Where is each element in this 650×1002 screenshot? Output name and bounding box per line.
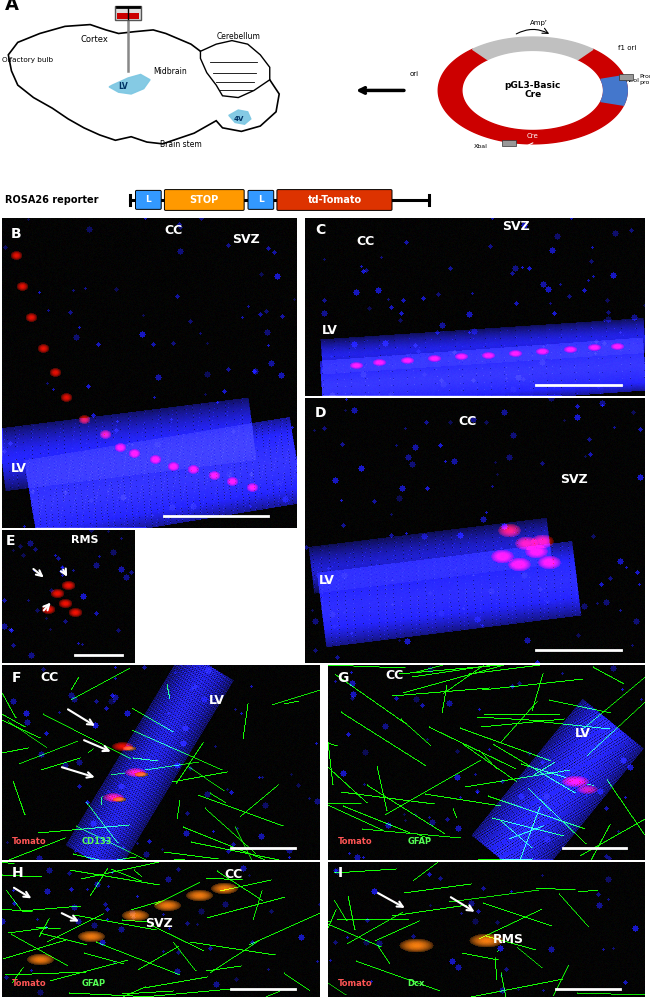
FancyBboxPatch shape <box>116 6 140 20</box>
Text: B: B <box>11 227 21 241</box>
Text: GFAP: GFAP <box>408 838 432 847</box>
Text: E: E <box>6 534 16 548</box>
Text: pGL3-Basic: pGL3-Basic <box>504 81 561 90</box>
Text: RMS: RMS <box>71 535 99 545</box>
Text: Cerebellum: Cerebellum <box>216 32 260 41</box>
Text: CC: CC <box>356 234 374 247</box>
Text: Cre: Cre <box>524 90 541 99</box>
Polygon shape <box>109 74 150 94</box>
Text: Tomato: Tomato <box>12 838 46 847</box>
Text: Dcx: Dcx <box>408 979 424 988</box>
Text: CD133: CD133 <box>81 838 112 847</box>
Text: CC: CC <box>385 668 403 681</box>
Text: F: F <box>12 671 21 684</box>
Text: Tomato: Tomato <box>12 979 46 988</box>
Text: ROSA26 reporter: ROSA26 reporter <box>5 195 99 205</box>
Text: SVZ: SVZ <box>502 220 530 233</box>
FancyBboxPatch shape <box>164 189 244 210</box>
Text: Ampʳ: Ampʳ <box>530 20 548 26</box>
Text: GFAP: GFAP <box>81 979 105 988</box>
Polygon shape <box>229 110 251 124</box>
Text: td-Tomato: td-Tomato <box>307 195 361 205</box>
Text: SVZ: SVZ <box>560 473 588 486</box>
Text: CC: CC <box>225 868 243 881</box>
Text: LV: LV <box>11 462 27 475</box>
Text: ori: ori <box>410 71 419 77</box>
Text: LV: LV <box>209 694 225 707</box>
FancyBboxPatch shape <box>277 189 392 210</box>
Text: RMS: RMS <box>493 933 524 946</box>
Text: LV: LV <box>575 727 591 740</box>
Text: Tomato: Tomato <box>337 979 372 988</box>
Polygon shape <box>438 49 627 144</box>
Polygon shape <box>473 37 593 59</box>
Bar <box>619 74 633 79</box>
Text: A: A <box>5 0 19 14</box>
Bar <box>502 140 516 145</box>
Text: Brain stem: Brain stem <box>159 140 202 149</box>
Text: I: I <box>337 866 343 880</box>
Text: NcoI: NcoI <box>625 78 639 83</box>
Text: L: L <box>258 195 264 204</box>
Text: CC: CC <box>40 670 58 683</box>
Text: H: H <box>12 866 23 880</box>
Text: Tomato: Tomato <box>337 838 372 847</box>
Text: SVZ: SVZ <box>145 917 173 930</box>
Text: Cortex: Cortex <box>81 35 109 44</box>
Text: f1 ori: f1 ori <box>618 44 636 50</box>
Text: XbaI: XbaI <box>473 144 488 149</box>
Text: CC: CC <box>458 415 476 428</box>
Text: Midbrain: Midbrain <box>153 67 187 76</box>
Text: LV: LV <box>318 573 335 586</box>
FancyBboxPatch shape <box>248 190 274 209</box>
Text: SVZ: SVZ <box>232 232 260 245</box>
Text: 4V: 4V <box>233 115 244 121</box>
Polygon shape <box>200 41 270 97</box>
FancyBboxPatch shape <box>135 190 161 209</box>
FancyBboxPatch shape <box>117 13 138 19</box>
Text: Prominin
promoter: Prominin promoter <box>640 74 650 85</box>
Text: Cre: Cre <box>527 133 539 139</box>
Text: LV: LV <box>118 81 128 90</box>
Text: STOP: STOP <box>190 195 219 205</box>
Text: C: C <box>315 223 326 237</box>
Text: L: L <box>146 195 151 204</box>
Polygon shape <box>601 76 627 105</box>
Text: Olfactory bulb: Olfactory bulb <box>2 57 53 63</box>
Text: G: G <box>337 671 349 684</box>
Polygon shape <box>8 25 280 144</box>
Text: LV: LV <box>322 324 338 337</box>
Text: CC: CC <box>164 223 183 236</box>
Text: D: D <box>315 406 327 420</box>
